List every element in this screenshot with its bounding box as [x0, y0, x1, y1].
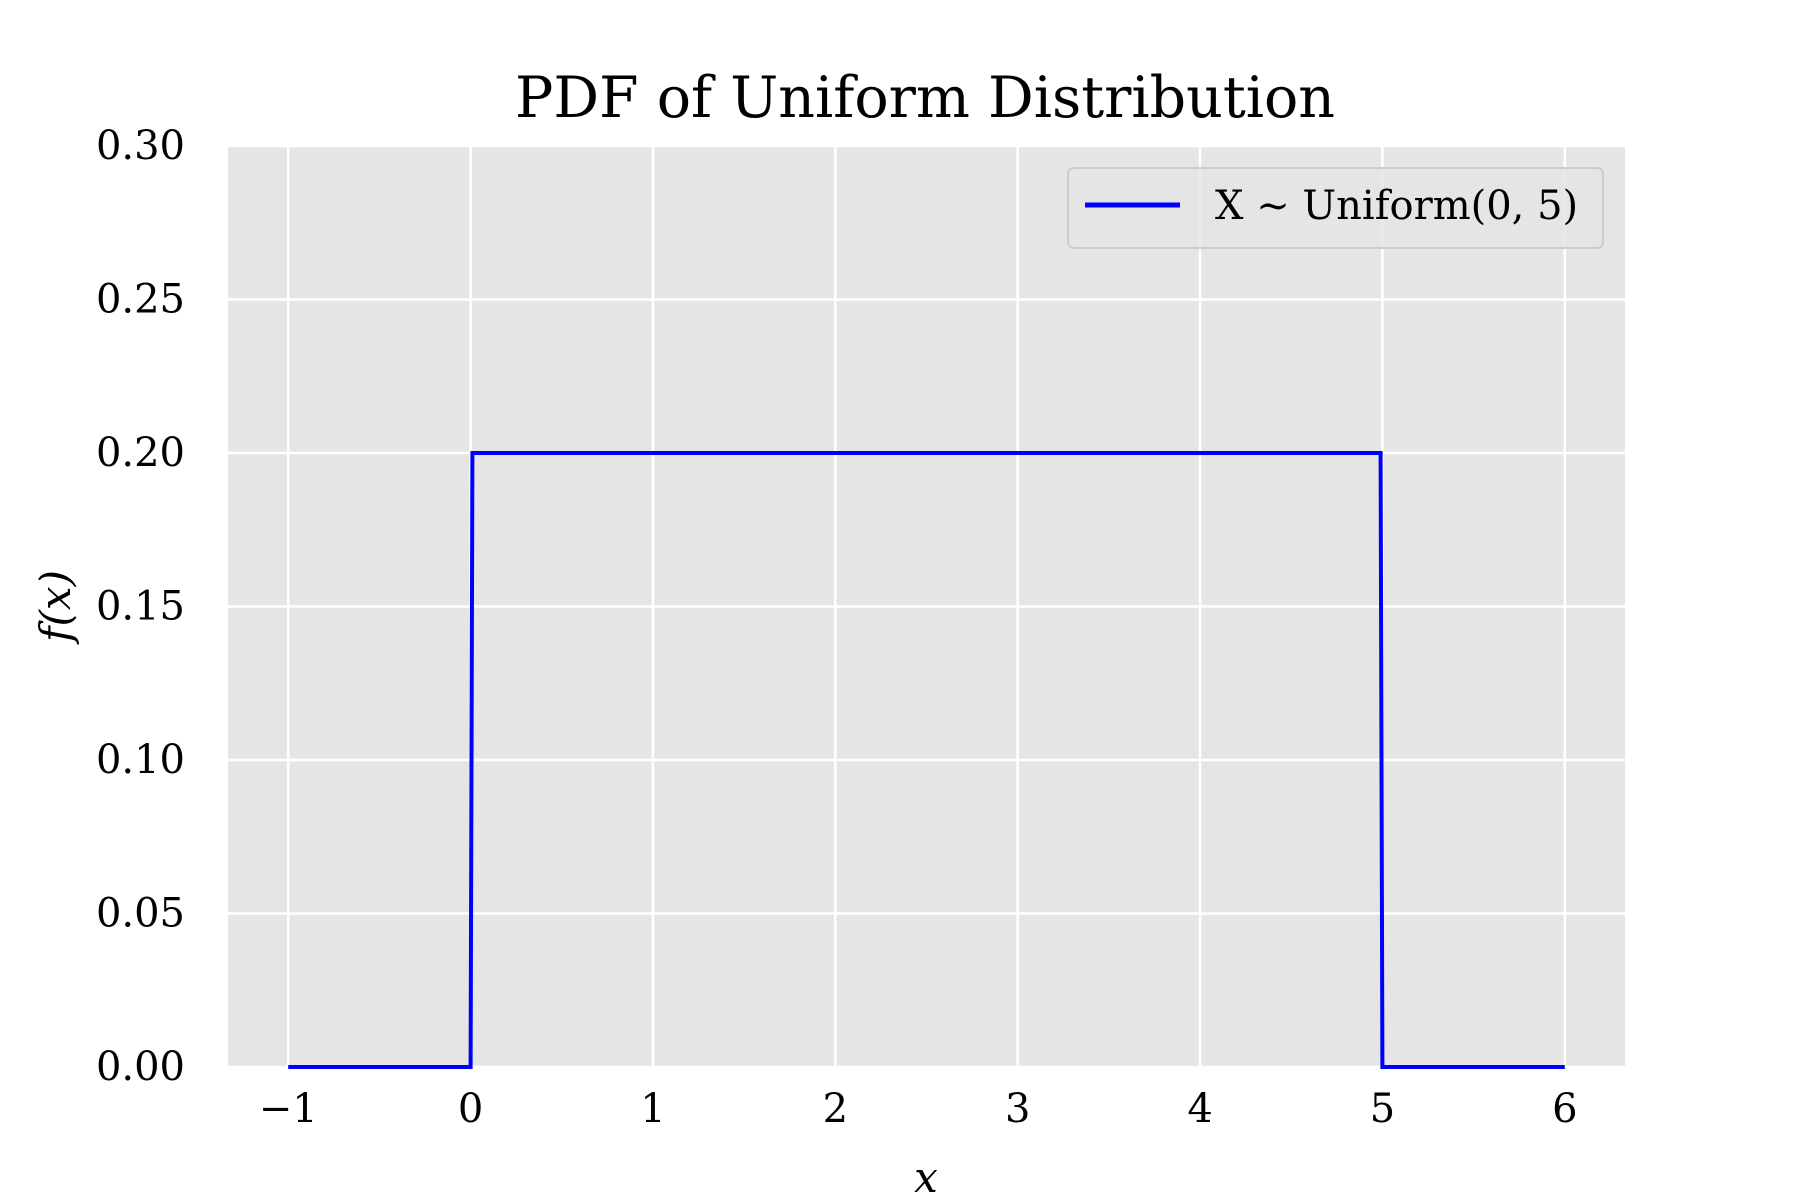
x-axis-label: x [914, 1153, 938, 1200]
y-axis-label: f(x) [31, 570, 80, 645]
x-tick-label: 2 [823, 1086, 848, 1132]
y-tick-label: 0.25 [96, 277, 185, 323]
legend-box [1067, 167, 1604, 249]
series-line-0 [288, 451, 1565, 1069]
x-tick-label: 6 [1552, 1086, 1577, 1132]
x-tick-label: 1 [640, 1086, 665, 1132]
chart-title: PDF of Uniform Distribution [515, 65, 1335, 131]
x-tick-label: 5 [1370, 1086, 1395, 1132]
y-tick-label: 0.30 [96, 123, 185, 169]
y-tick-label: 0.20 [96, 430, 185, 476]
series-group [288, 451, 1565, 1069]
x-tick-label: 0 [458, 1086, 483, 1132]
legend: X ∼ Uniform(0, 5) [1067, 167, 1604, 249]
x-tick-label: −1 [259, 1086, 318, 1132]
y-tick-label: 0.00 [96, 1044, 185, 1090]
x-tick-label: 4 [1187, 1086, 1212, 1132]
x-axis-ticks: −1 0 1 2 3 4 5 6 [259, 1086, 1578, 1132]
y-tick-label: 0.15 [96, 584, 185, 630]
x-tick-label: 3 [1005, 1086, 1030, 1132]
y-tick-label: 0.05 [96, 891, 185, 937]
legend-label: X ∼ Uniform(0, 5) [1215, 183, 1578, 229]
y-tick-label: 0.10 [96, 737, 185, 783]
y-axis-ticks: 0.00 0.05 0.10 0.15 0.20 0.25 0.30 [96, 123, 185, 1090]
